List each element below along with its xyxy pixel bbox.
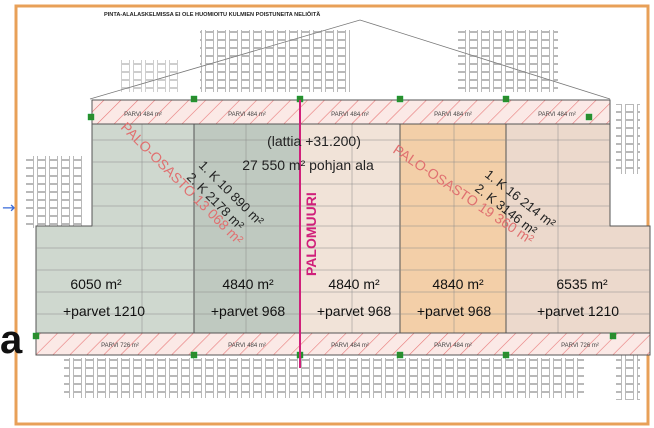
mezzanine-strips [35,99,651,356]
connector-nodes [32,95,617,359]
parvi-label: PARVI 484 m² [434,343,472,349]
floor-area-label: 27 550 m² pohjan ala [242,157,374,173]
section-parvet-value: +parvet 1210 [537,303,619,319]
top-dock-racks [120,30,558,92]
section-area: 6050 m² [70,276,122,292]
page-edge-character: a [0,318,23,362]
floor-level-label: (lattia +31.200) [267,133,361,149]
parvi-label: PARVI 484 m² [228,112,266,118]
section-area: 4840 m² [432,276,484,292]
section-area: 4840 m² [328,276,380,292]
section-parvet-value: +parvet 968 [317,303,392,319]
parvi-label: PARVI 726 m² [101,343,139,349]
parvi-label: PARVI 484 m² [434,112,472,118]
parvi-label: PARVI 484 m² [331,112,369,118]
section-areas: 6050 m² 4840 m² 4840 m² 4840 m² 6535 m² [70,276,608,292]
left-dock-racks [26,156,84,228]
firewall-label: PALOMUURI [303,192,319,276]
arrow-icon: → [2,198,16,217]
parvi-labels-top: PARVI 484 m² PARVI 484 m² PARVI 484 m² P… [124,112,576,118]
section-area: 6535 m² [556,276,608,292]
parvi-label: PARVI 484 m² [124,112,162,118]
parvi-label: PARVI 484 m² [331,343,369,349]
header-note: PINTA-ALALASKELMISSA EI OLE HUOMIOITU KU… [104,11,320,18]
parvi-label: PARVI 726 m² [561,343,599,349]
section-parvet-value: +parvet 968 [211,303,286,319]
parvi-label: PARVI 484 m² [228,343,266,349]
section-parvet-value: +parvet 968 [417,303,492,319]
building-zones [35,99,651,356]
section-parvet: +parvet 1210 +parvet 968 +parvet 968 +pa… [63,303,619,319]
parvi-label: PARVI 484 m² [538,112,576,118]
structural-grid [36,100,650,355]
parvi-labels-bottom: PARVI 726 m² PARVI 484 m² PARVI 484 m² P… [101,343,599,349]
section-parvet-value: +parvet 1210 [63,303,145,319]
section-area: 4840 m² [222,276,274,292]
bottom-dock-racks [64,358,584,398]
